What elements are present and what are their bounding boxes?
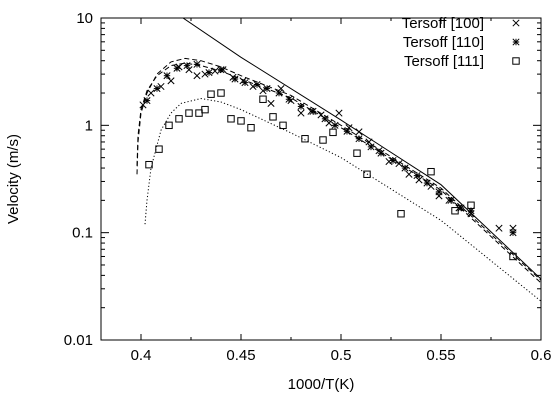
- fit-line-dashed: [136, 57, 541, 281]
- fit-line-dashed: [136, 62, 541, 284]
- data-point-star: [331, 121, 339, 129]
- data-point-x: [211, 67, 219, 75]
- data-point-star: [321, 115, 329, 123]
- data-point-x: [355, 128, 363, 136]
- data-point-x: [405, 170, 413, 178]
- legend-label: Tersoff [100]: [402, 15, 484, 32]
- legend-marker-star: [512, 38, 520, 46]
- data-point-star: [389, 156, 397, 165]
- data-point-square: [451, 207, 459, 215]
- x-tick-label: 0.6: [531, 347, 552, 364]
- plot-frame: [100, 17, 542, 341]
- data-point-star: [367, 143, 375, 151]
- data-point-square: [353, 149, 361, 157]
- data-point-star: [355, 135, 363, 143]
- data-point-square: [195, 109, 203, 117]
- data-point-x: [147, 89, 155, 97]
- axis-ticks: [101, 17, 542, 341]
- legend-label: Tersoff [111]: [404, 53, 484, 70]
- x-tick-label: 0.45: [226, 347, 255, 364]
- data-point-x: [297, 109, 305, 117]
- data-point-star: [447, 196, 455, 204]
- data-point-star: [457, 204, 465, 212]
- data-point-square: [227, 115, 235, 123]
- data-point-star: [413, 172, 421, 180]
- data-point-square: [467, 201, 475, 209]
- fit-line-dotted: [144, 97, 541, 302]
- data-point-square: [363, 170, 371, 178]
- x-tick-label: 0.5: [331, 347, 352, 364]
- data-point-star: [193, 60, 201, 68]
- data-point-star: [297, 102, 305, 110]
- data-point-star: [241, 79, 249, 87]
- data-point-x: [385, 157, 393, 166]
- data-point-star: [509, 229, 517, 237]
- data-point-square: [269, 113, 277, 121]
- data-point-x: [201, 70, 209, 78]
- data-point-x: [167, 77, 175, 85]
- data-point-x: [193, 72, 201, 80]
- data-point-square: [237, 117, 245, 125]
- data-point-x: [335, 109, 343, 117]
- data-point-star: [217, 66, 225, 74]
- data-point-star: [423, 179, 431, 187]
- data-point-star: [263, 85, 271, 93]
- data-point-square: [175, 115, 183, 123]
- data-point-square: [329, 128, 337, 137]
- legend-marker-square: [512, 57, 520, 65]
- data-point-square: [165, 121, 173, 130]
- data-point-x: [395, 160, 403, 168]
- data-point-square: [247, 124, 255, 132]
- data-point-star: [183, 62, 191, 70]
- y-tick-label: 1: [85, 117, 93, 134]
- data-point-star: [285, 95, 293, 103]
- data-point-square: [397, 210, 405, 218]
- data-point-square: [145, 160, 153, 169]
- data-point-square: [207, 90, 215, 98]
- data-point-star: [163, 72, 171, 80]
- data-points: [139, 60, 517, 261]
- data-point-star: [435, 188, 443, 196]
- data-point-star: [275, 89, 283, 97]
- data-point-x: [495, 224, 503, 232]
- data-point-star: [309, 107, 317, 115]
- data-point-square: [279, 121, 287, 130]
- data-point-star: [173, 64, 181, 72]
- data-point-x: [267, 99, 275, 107]
- y-axis-label: Velocity (m/s): [5, 134, 22, 224]
- data-point-star: [377, 149, 385, 157]
- legend-marker-x: [512, 19, 520, 27]
- data-point-square: [259, 95, 267, 103]
- data-point-star: [343, 127, 351, 135]
- series-star: [143, 60, 517, 237]
- axis-tick-labels: 0.4 0.45 0.5 0.55 0.6 0.01 0.1 1 10: [64, 10, 552, 364]
- data-point-square: [185, 109, 193, 117]
- y-tick-label: 10: [76, 10, 93, 27]
- series-square: [145, 89, 517, 261]
- fit-line-solid: [182, 18, 541, 280]
- data-point-square: [509, 252, 517, 261]
- data-point-star: [153, 85, 161, 93]
- data-point-square: [201, 105, 209, 114]
- data-point-star: [205, 69, 213, 77]
- data-point-star: [401, 164, 409, 172]
- legend-label: Tersoff [110]: [403, 34, 484, 51]
- data-point-square: [155, 145, 163, 153]
- data-point-star: [143, 97, 151, 105]
- y-tick-label: 0.01: [64, 332, 93, 349]
- data-point-square: [217, 89, 225, 97]
- data-point-star: [231, 75, 239, 83]
- data-point-square: [301, 135, 309, 143]
- legend: Tersoff [100] Tersoff [110] Tersoff [111]: [402, 15, 520, 70]
- data-point-square: [427, 167, 435, 176]
- y-tick-label: 0.1: [72, 225, 93, 242]
- x-axis-label: 1000/T(K): [288, 376, 355, 393]
- data-point-square: [319, 136, 327, 144]
- x-tick-label: 0.4: [131, 347, 152, 364]
- x-tick-label: 0.55: [426, 347, 455, 364]
- data-point-star: [253, 80, 261, 89]
